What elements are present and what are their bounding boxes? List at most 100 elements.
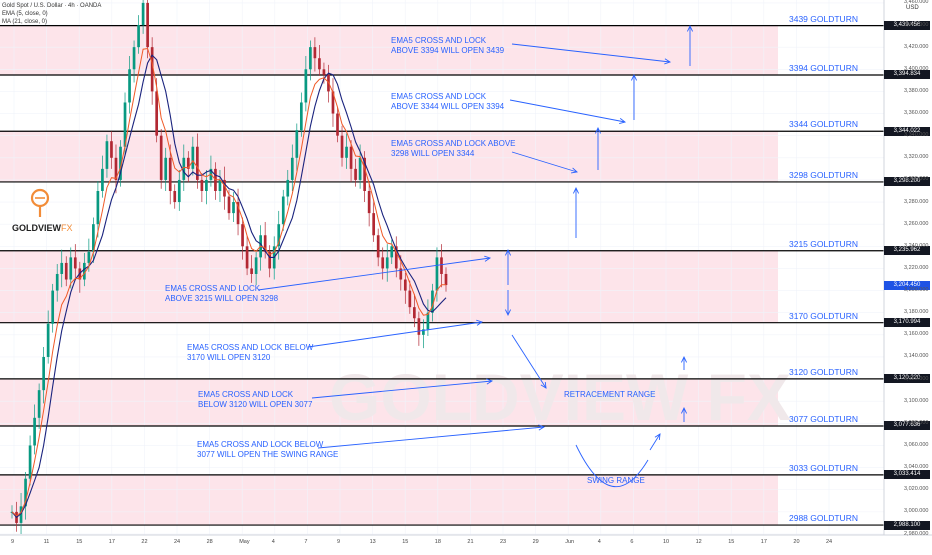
- level-label: 3170 GOLDTURN: [789, 310, 858, 321]
- chart-title: Gold Spot / U.S. Dollar · 4h · OANDA: [2, 3, 102, 9]
- y-tick-label: 3,320.000: [904, 154, 929, 161]
- y-tick-label: 3,140.000: [904, 353, 929, 360]
- candle-body: [318, 58, 321, 70]
- arrow-head: [538, 424, 546, 431]
- candle-body: [299, 102, 303, 131]
- candle-body: [435, 257, 439, 291]
- candle-body: [440, 257, 443, 274]
- candle-body: [42, 356, 45, 391]
- candle-body: [309, 47, 312, 70]
- x-tick-label: 18: [434, 539, 441, 545]
- current-price-tag: 3,204.450: [884, 281, 930, 291]
- candle-body: [46, 323, 50, 357]
- arrow-head: [486, 378, 494, 385]
- candle-body: [177, 179, 181, 203]
- level-price-tag: 3,120.220: [884, 374, 930, 384]
- arrow-head: [680, 355, 688, 363]
- ema-legend[interactable]: EMA (5, close, 0): [2, 11, 48, 17]
- x-tick-label: 15: [76, 539, 83, 545]
- annotation-text: EMA5 CROSS AND LOCK ABOVE 3344 WILL OPEN…: [391, 92, 505, 111]
- candle-body: [73, 257, 77, 269]
- candle-body: [413, 307, 416, 319]
- annotation-text: EMA5 CROSS AND LOCK BELOW 3120 WILL OPEN…: [198, 390, 313, 409]
- candle-body: [123, 102, 127, 147]
- x-tick-label: 10: [663, 539, 670, 545]
- arrow-head: [572, 186, 580, 194]
- candle-body: [417, 318, 421, 335]
- arrow-line: [317, 426, 545, 449]
- candle-body: [403, 279, 407, 291]
- zone-band: [0, 378, 778, 426]
- level-price-tag: 3,033.414: [884, 470, 930, 480]
- candle-body: [155, 91, 159, 136]
- arrows: [257, 24, 694, 488]
- x-tick-label: 24: [174, 539, 181, 545]
- candle-body: [64, 262, 68, 280]
- y-tick-label: 3,280.000: [904, 198, 929, 205]
- annotation-text: EMA5 CROSS AND LOCK ABOVE 3215 WILL OPEN…: [165, 284, 279, 303]
- level-label: 3298 GOLDTURN: [789, 169, 858, 180]
- candle-body: [426, 312, 430, 330]
- x-tick-label: 13: [369, 539, 376, 545]
- level-label: 3344 GOLDTURN: [789, 119, 858, 130]
- y-tick-label: 3,100.000: [904, 397, 929, 404]
- level-price-tag: 3,077.636: [884, 421, 930, 431]
- arrow-line: [509, 99, 626, 123]
- swing-curve: [575, 444, 649, 488]
- candle-body: [358, 157, 362, 180]
- arrow-head: [504, 248, 512, 256]
- candle-body: [168, 157, 172, 191]
- y-tick-label: 3,340.000: [904, 132, 929, 139]
- y-tick-label: 3,020.000: [904, 486, 929, 493]
- zone-band: [0, 131, 778, 182]
- arrow-head: [680, 406, 688, 414]
- candle-body: [408, 290, 412, 308]
- ema-line: [11, 47, 447, 517]
- x-tick-label: 15: [402, 539, 409, 545]
- y-tick-label: 3,380.000: [904, 87, 929, 94]
- candle-body: [96, 190, 100, 225]
- candle-body: [422, 329, 425, 335]
- level-price-tag: 3,394.834: [884, 70, 930, 80]
- candle-body: [223, 179, 226, 197]
- watermark: GOLDVIEW FX: [329, 360, 791, 434]
- x-tick-label: 17: [108, 539, 115, 545]
- arrow-head: [476, 319, 484, 326]
- candle-body: [250, 268, 253, 274]
- candle-body: [336, 113, 339, 136]
- candle-body: [345, 146, 348, 158]
- zone-band: [0, 250, 778, 323]
- ma-legend[interactable]: MA (21, close, 0): [2, 19, 48, 25]
- x-tick-label: 9: [11, 539, 15, 545]
- candle-body: [290, 157, 294, 180]
- candle-body: [200, 179, 204, 191]
- arrow-head: [571, 167, 578, 174]
- logo-text: GOLDVIEWFX: [12, 223, 73, 233]
- candle-body: [173, 190, 177, 203]
- y-tick-label: 3,240.000: [904, 242, 929, 249]
- candle-body: [227, 196, 231, 214]
- candle-body: [372, 213, 376, 236]
- y-tick-label: 3,460.000: [904, 0, 929, 6]
- level-price-tag: 3,439.456: [884, 21, 930, 31]
- candle-body: [132, 47, 136, 70]
- annotation-text: EMA5 CROSS AND LOCK BELOW 3170 WILL OPEN…: [187, 343, 314, 362]
- level-price-tag: 3,298.200: [884, 177, 930, 187]
- level-label: 3215 GOLDTURN: [789, 238, 858, 249]
- candle-body: [254, 257, 258, 274]
- arrow-head: [504, 309, 512, 317]
- x-tick-label: 12: [695, 539, 702, 545]
- x-tick-label: 15: [728, 539, 735, 545]
- candle-body: [268, 251, 272, 269]
- annotation-text: EMA5 CROSS AND LOCK BELOW 3077 WILL OPEN…: [197, 440, 339, 459]
- arrow-head: [594, 126, 602, 134]
- candle-body: [367, 190, 371, 214]
- level-price-tag: 2,988.100: [884, 520, 930, 530]
- candle-body: [354, 168, 357, 180]
- candle-body: [322, 69, 326, 75]
- arrow-head: [654, 433, 661, 441]
- y-tick-label: 3,260.000: [904, 220, 929, 227]
- annotation-text: EMA5 CROSS AND LOCK ABOVE 3394 WILL OPEN…: [391, 36, 505, 55]
